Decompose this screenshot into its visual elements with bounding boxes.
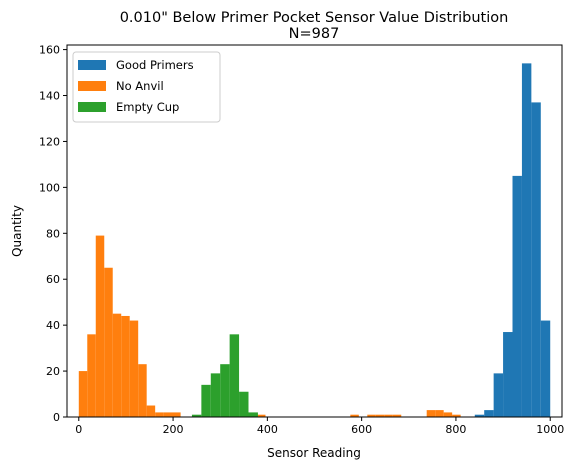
y-axis-ticks: 0 20 40 60 80 100 120 140 160 (39, 44, 67, 424)
empty-cup-legend-swatch (78, 102, 106, 112)
legend: Good Primers No Anvil Empty Cup (72, 51, 221, 123)
no-anvil-legend-swatch (78, 81, 106, 91)
y-tick-label: 120 (39, 135, 60, 148)
x-tick-label: 1000 (536, 423, 564, 436)
no-anvil-bar-0 (78, 371, 88, 417)
good-primers-bar-6 (531, 102, 541, 417)
no-anvil-bar-11 (256, 414, 266, 417)
good-primers-bar-7 (540, 320, 551, 417)
no-anvil-bar-9 (155, 412, 164, 417)
good-primers-bar-2 (493, 373, 504, 417)
x-tick-label: 0 (75, 423, 82, 436)
no-anvil-bar-4 (112, 313, 122, 417)
chart-title-line-2: N=987 (289, 26, 340, 42)
good-primers-bar-1 (484, 410, 494, 417)
empty-cup-bar-2 (210, 373, 221, 417)
y-tick-label: 60 (46, 273, 60, 286)
no-anvil-bar-10 (163, 412, 181, 417)
no-anvil-legend-label: No Anvil (116, 79, 164, 93)
empty-cup-bar-1 (201, 384, 211, 417)
empty-cup-bar-6 (248, 412, 258, 417)
empty-cup-bar-5 (239, 391, 249, 417)
no-anvil-bar-19 (443, 412, 453, 417)
histogram-bars (78, 63, 551, 418)
y-tick-label: 140 (39, 90, 60, 103)
no-anvil-bar-13 (367, 414, 376, 417)
y-tick-label: 20 (46, 365, 60, 378)
no-anvil-bar-14 (375, 414, 385, 417)
y-tick-label: 0 (53, 411, 60, 424)
x-tick-label: 600 (351, 423, 372, 436)
chart-title-line-1: 0.010" Below Primer Pocket Sensor Value … (120, 10, 509, 26)
empty-cup-legend-label: Empty Cup (116, 100, 179, 114)
plot-frame (66, 44, 563, 418)
y-tick-label: 80 (46, 227, 60, 240)
good-primers-bar-3 (503, 332, 513, 417)
x-axis-label: Sensor Reading (267, 446, 361, 460)
no-anvil-bar-6 (129, 320, 139, 417)
empty-cup-bar-0 (191, 414, 202, 417)
good-primers-legend-swatch (78, 60, 106, 70)
good-primers-bar-5 (521, 63, 532, 418)
good-primers-legend-label: Good Primers (116, 58, 194, 72)
no-anvil-bar-8 (146, 405, 156, 417)
no-anvil-bar-15 (384, 414, 393, 417)
no-anvil-bar-18 (435, 410, 444, 417)
good-primers-bar-0 (474, 414, 485, 417)
empty-cup-bar-4 (229, 334, 240, 417)
no-anvil-bar-20 (452, 414, 461, 417)
x-axis-ticks: 0 200 400 600 800 1000 (75, 417, 564, 436)
y-axis-label: Quantity (10, 205, 24, 257)
no-anvil-bar-3 (104, 267, 113, 417)
y-tick-label: 40 (46, 319, 60, 332)
no-anvil-bar-16 (392, 414, 402, 417)
y-tick-label: 100 (39, 181, 60, 194)
x-tick-label: 800 (445, 423, 466, 436)
legend-box (72, 51, 221, 123)
no-anvil-bar-1 (87, 334, 96, 417)
no-anvil-bar-5 (121, 315, 130, 417)
no-anvil-bar-2 (95, 235, 105, 417)
no-anvil-bar-7 (138, 364, 147, 417)
good-primers-bar-4 (512, 175, 522, 417)
x-tick-label: 200 (163, 423, 184, 436)
y-tick-label: 160 (39, 44, 60, 57)
x-tick-label: 400 (257, 423, 278, 436)
no-anvil-bar-17 (426, 410, 436, 417)
empty-cup-bar-3 (220, 364, 230, 417)
no-anvil-bar-12 (350, 414, 359, 417)
